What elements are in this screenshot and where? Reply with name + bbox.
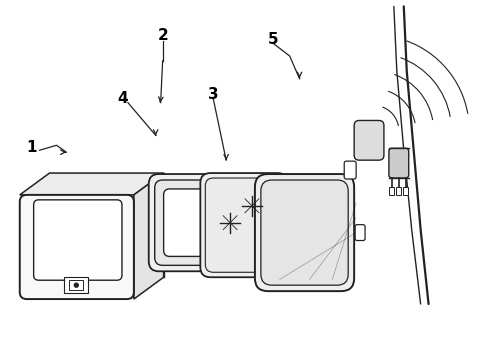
FancyBboxPatch shape bbox=[389, 148, 409, 178]
FancyBboxPatch shape bbox=[344, 161, 356, 179]
Bar bbox=[390, 187, 394, 195]
FancyBboxPatch shape bbox=[355, 225, 365, 240]
Text: 1: 1 bbox=[26, 140, 37, 155]
FancyBboxPatch shape bbox=[149, 174, 236, 271]
Polygon shape bbox=[20, 173, 164, 195]
Text: 3: 3 bbox=[208, 87, 219, 102]
FancyBboxPatch shape bbox=[164, 189, 221, 256]
Bar bbox=[64, 277, 88, 293]
Bar bbox=[396, 187, 401, 195]
FancyBboxPatch shape bbox=[261, 180, 348, 285]
Text: 5: 5 bbox=[268, 32, 278, 46]
Circle shape bbox=[74, 283, 78, 287]
FancyBboxPatch shape bbox=[205, 178, 283, 272]
Bar bbox=[70, 280, 83, 290]
Text: 2: 2 bbox=[157, 28, 168, 42]
FancyBboxPatch shape bbox=[354, 121, 384, 160]
FancyBboxPatch shape bbox=[255, 174, 354, 291]
FancyBboxPatch shape bbox=[155, 180, 230, 265]
Text: 4: 4 bbox=[118, 91, 128, 106]
FancyBboxPatch shape bbox=[200, 173, 288, 277]
Polygon shape bbox=[134, 173, 164, 299]
Bar bbox=[403, 187, 408, 195]
FancyBboxPatch shape bbox=[20, 195, 134, 299]
FancyBboxPatch shape bbox=[34, 200, 122, 280]
